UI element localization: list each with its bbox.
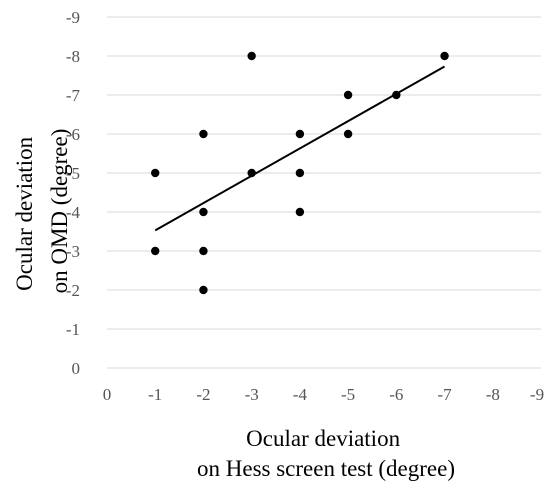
y-tick-label: 0 [72,359,81,378]
y-tick-label: -2 [66,281,80,300]
data-point [343,129,353,139]
y-tick-label: -1 [66,320,80,339]
trendline [154,65,446,232]
y-tick-labels: 0 -1 -2 -3 -4 -5 -6 -7 -8 -9 [66,8,81,378]
x-tick-label: -9 [530,385,544,404]
y-tick-label: -7 [66,86,81,105]
data-point [295,168,305,178]
y-tick-label: -4 [66,203,81,222]
x-tick-label: -2 [196,385,210,404]
x-tick-labels: 0 -1 -2 -3 -4 -5 -6 -7 -8 -9 [103,385,544,404]
data-point [295,129,305,139]
x-tick-label: -5 [341,385,355,404]
x-axis-title-line-1: Ocular deviation [246,426,400,451]
data-point [151,168,160,178]
data-point [295,207,305,217]
x-axis-title-line-2: on Hess screen test (degree) [197,456,455,481]
y-axis-title: Ocular deviation on OMD (degree) [12,129,72,294]
y-axis-title-line-2: on OMD (degree) [47,129,72,294]
x-tick-label: -7 [437,385,452,404]
gridlines [107,16,541,369]
data-point [392,90,401,100]
y-tick-label: -5 [66,164,80,183]
y-tick-label: -9 [66,8,80,27]
trendline-group [154,65,446,232]
x-tick-label: -3 [245,385,259,404]
data-point [247,168,256,178]
x-tick-label: -4 [293,385,308,404]
data-point [247,51,256,61]
y-tick-label: -3 [66,242,80,261]
y-tick-label: -6 [66,125,80,144]
data-point [199,207,208,217]
data-points [151,51,449,295]
data-point [151,246,160,256]
x-tick-label: 0 [103,385,112,404]
x-tick-label: -6 [389,385,403,404]
x-tick-label: -1 [148,385,162,404]
data-point [199,285,208,295]
x-tick-label: -8 [486,385,500,404]
data-point [199,246,208,256]
y-tick-label: -8 [66,47,80,66]
data-point [199,129,208,139]
y-axis-title-line-1: Ocular deviation [12,136,37,290]
data-point [343,90,353,100]
data-point [440,51,449,61]
x-axis-title: Ocular deviation on Hess screen test (de… [197,426,455,481]
